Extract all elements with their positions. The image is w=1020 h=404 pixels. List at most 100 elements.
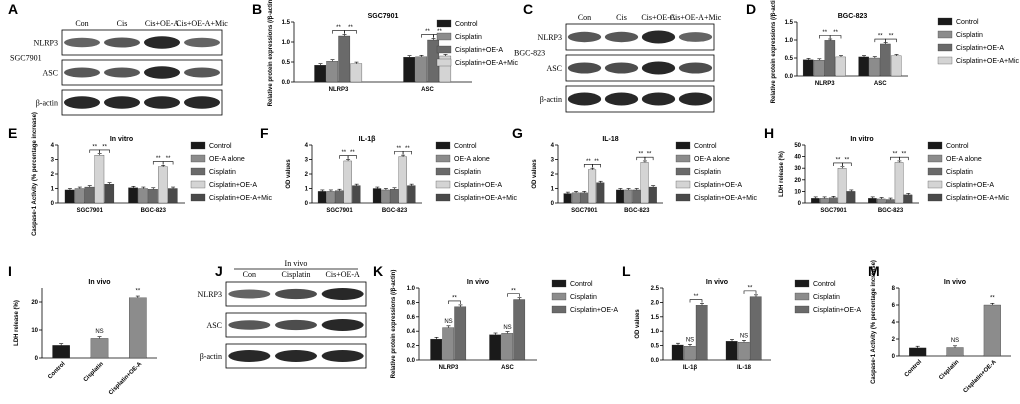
- chart-i-y-tick-label: 10: [31, 328, 38, 334]
- blot-c-band: [567, 31, 602, 43]
- blot-j-column-label: Cisplatin: [282, 270, 311, 279]
- chart-k-legend-swatch: [551, 292, 567, 301]
- chart-h-bar: [903, 194, 913, 204]
- chart-e-y-tick-label: 1: [51, 187, 55, 193]
- chart-k-legend-label: Cisplatin: [570, 294, 597, 301]
- chart-f-y-tick-label: 3: [305, 158, 309, 164]
- blot-j-band: [321, 319, 364, 331]
- chart-f-legend-swatch: [435, 193, 451, 202]
- blot-c-row-label: β-actin: [540, 95, 562, 104]
- blot-j-band: [321, 350, 364, 362]
- blot-c-band: [604, 62, 639, 74]
- chart-e-bar: [74, 188, 85, 204]
- chart-e-bar: [84, 186, 95, 204]
- blot-a-band: [64, 37, 100, 48]
- chart-l-y-tick-label: 0.5: [651, 344, 660, 350]
- chart-b-y-tick-label: 1.5: [282, 20, 291, 26]
- chart-g-x-label: BGC-823: [624, 208, 650, 214]
- chart-m-bar: [983, 304, 1001, 357]
- chart-m-y-tick-label: 2: [892, 337, 896, 343]
- chart-l-annotation: **: [694, 294, 699, 300]
- chart-g-legend-swatch: [675, 154, 691, 163]
- chart-l-bar: [749, 296, 762, 361]
- blot-a-column-label: Cis+OE-A+Mic: [176, 19, 228, 28]
- chart-h-legend-swatch: [927, 180, 943, 189]
- chart-d-bar: [835, 56, 846, 77]
- chart-b-legend-label: Cisplatin: [455, 34, 482, 41]
- chart-h-y-label: LDH release (%): [779, 151, 785, 197]
- chart-g-title: IL-18: [602, 136, 618, 143]
- chart-b-y-tick-label: 0.0: [282, 80, 291, 86]
- panel-letter-a: A: [8, 1, 18, 17]
- chart-h-bar: [868, 198, 877, 204]
- chart-e-legend-swatch: [190, 180, 206, 189]
- blot-a-band: [104, 67, 140, 78]
- chart-e-legend-swatch: [190, 193, 206, 202]
- blot-j-column-label: Cis+OE-A: [326, 270, 361, 279]
- chart-b-legend-label: Cisplatin+OE-A+Mic: [455, 60, 519, 67]
- chart-d-annotation: **: [878, 34, 883, 40]
- chart-l-bracket: [743, 290, 757, 294]
- blot-a-row-label: β-actin: [36, 99, 58, 108]
- chart-k-bracket: [448, 300, 461, 304]
- chart-l-bar: [737, 341, 750, 361]
- blot-c-row-label: ASC: [546, 64, 562, 73]
- chart-k-bar: [442, 327, 455, 361]
- blot-j-header: In vivo: [285, 259, 308, 268]
- chart-k-annotation: **: [452, 295, 457, 301]
- chart-f-bar: [317, 191, 327, 204]
- blot-c-band: [641, 61, 676, 75]
- chart-d-x-label: NLRP3: [815, 81, 835, 87]
- chart-d-y-tick-label: 0.5: [785, 56, 794, 62]
- chart-e-annotation: **: [166, 156, 171, 162]
- chart-h-title: In vitro: [850, 136, 873, 143]
- panel-letter-e: E: [8, 125, 17, 141]
- chart-l-x-label: IL-1β: [683, 365, 698, 371]
- chart-b-bar: [338, 35, 351, 83]
- chart-d-bracket: [885, 38, 897, 43]
- chart-l-y-tick-label: 1.5: [651, 315, 660, 321]
- blot-j-band: [228, 350, 271, 362]
- chart-b-annotation: **: [336, 25, 341, 31]
- chart-d-bracket: [829, 35, 842, 39]
- chart-f-legend-label: Cisplatin: [454, 169, 481, 176]
- blot-c-column-label: Cis+OE-A+Mic: [670, 13, 722, 22]
- blot-c-cell-line: BGC-823: [514, 49, 545, 58]
- panel-letter-j: J: [215, 263, 223, 279]
- chart-m-annotation: NS: [951, 338, 959, 344]
- chart-f-annotation: **: [405, 146, 410, 152]
- chart-d-bar: [824, 40, 836, 77]
- chart-e-legend-label: OE-A alone: [209, 156, 245, 163]
- chart-m-x-label: Control: [904, 359, 924, 379]
- chart-m-y-label: Caspase-1 Activity (% percentage increas…: [871, 260, 877, 384]
- chart-b-legend-swatch: [436, 19, 452, 28]
- chart-b-bar: [326, 61, 339, 83]
- chart-b-legend-swatch: [436, 45, 452, 54]
- chart-f-annotation: **: [341, 150, 346, 156]
- blot-a-band: [184, 37, 220, 48]
- chart-f-legend-label: Cisplatin+OE-A+Mic: [454, 195, 518, 202]
- blot-a-row-label: ASC: [42, 69, 58, 78]
- chart-e-bar: [158, 166, 168, 204]
- blot-c-band: [641, 92, 676, 106]
- chart-d-legend-swatch: [937, 17, 953, 26]
- chart-h-y-tick-label: 20: [794, 178, 801, 184]
- chart-b-title: SGC7901: [368, 13, 399, 20]
- chart-i-bar: [129, 297, 147, 359]
- chart-k-legend-swatch: [551, 279, 567, 288]
- blot-j-band: [275, 288, 317, 300]
- chart-f-annotation: **: [396, 146, 401, 152]
- chart-e-bar: [167, 188, 178, 204]
- chart-g-x-label: SGC7901: [571, 208, 598, 214]
- blot-j-band: [275, 319, 317, 331]
- chart-i-bar: [52, 345, 70, 359]
- chart-f-bar: [407, 185, 416, 204]
- chart-l-y-tick-label: 0.0: [651, 358, 660, 364]
- chart-f-x-label: SGC7901: [326, 208, 353, 214]
- chart-m-y-tick-label: 0: [892, 354, 896, 360]
- chart-f-bar: [381, 189, 390, 204]
- chart-f-bracket: [347, 155, 357, 159]
- chart-k-legend-swatch: [551, 305, 567, 314]
- chart-e-y-tick-label: 0: [51, 201, 55, 207]
- chart-f-bar: [335, 190, 344, 204]
